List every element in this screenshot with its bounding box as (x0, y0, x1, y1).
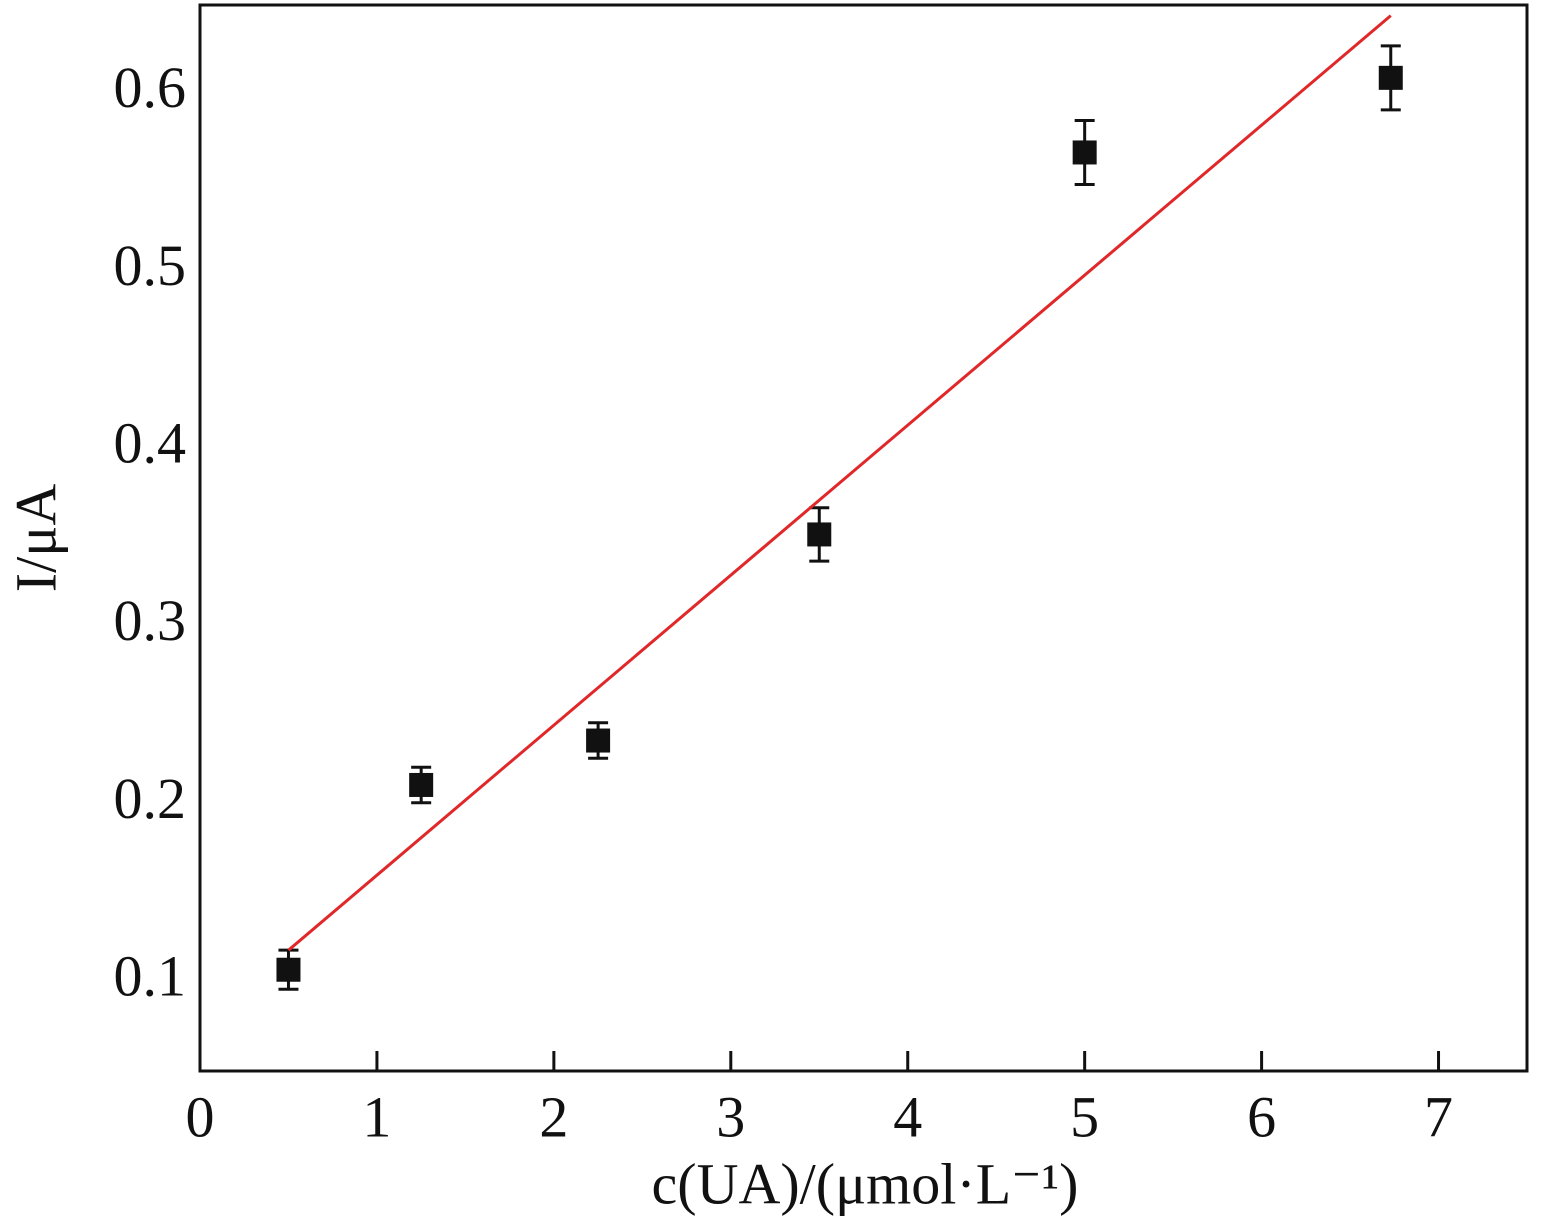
data-point (807, 522, 832, 547)
x-tick-label: 6 (1247, 1084, 1276, 1149)
data-point (276, 957, 301, 982)
y-axis-label: I/μA (3, 484, 68, 593)
y-tick-label: 0.5 (114, 233, 187, 298)
x-axis-label: c(UA)/(μmol·L⁻¹) (652, 1151, 1079, 1216)
y-tick-label: 0.4 (114, 410, 187, 475)
data-point (1378, 65, 1403, 90)
x-tick-label: 5 (1070, 1084, 1099, 1149)
x-tick-label: 7 (1424, 1084, 1453, 1149)
y-tick-label: 0.2 (114, 766, 187, 831)
y-tick-label: 0.3 (114, 588, 187, 653)
y-tick-label: 0.1 (114, 943, 187, 1008)
data-point (1072, 140, 1097, 165)
x-tick-label: 4 (893, 1084, 922, 1149)
x-tick-label: 3 (716, 1084, 745, 1149)
data-point (586, 728, 611, 753)
fit-line (287, 14, 1392, 952)
x-tick-label: 1 (362, 1084, 391, 1149)
x-tick-label: 0 (186, 1084, 215, 1149)
data-point (409, 772, 434, 797)
plot-frame (198, 3, 1529, 1073)
x-tick-label: 2 (539, 1084, 568, 1149)
y-tick-label: 0.6 (114, 55, 187, 120)
